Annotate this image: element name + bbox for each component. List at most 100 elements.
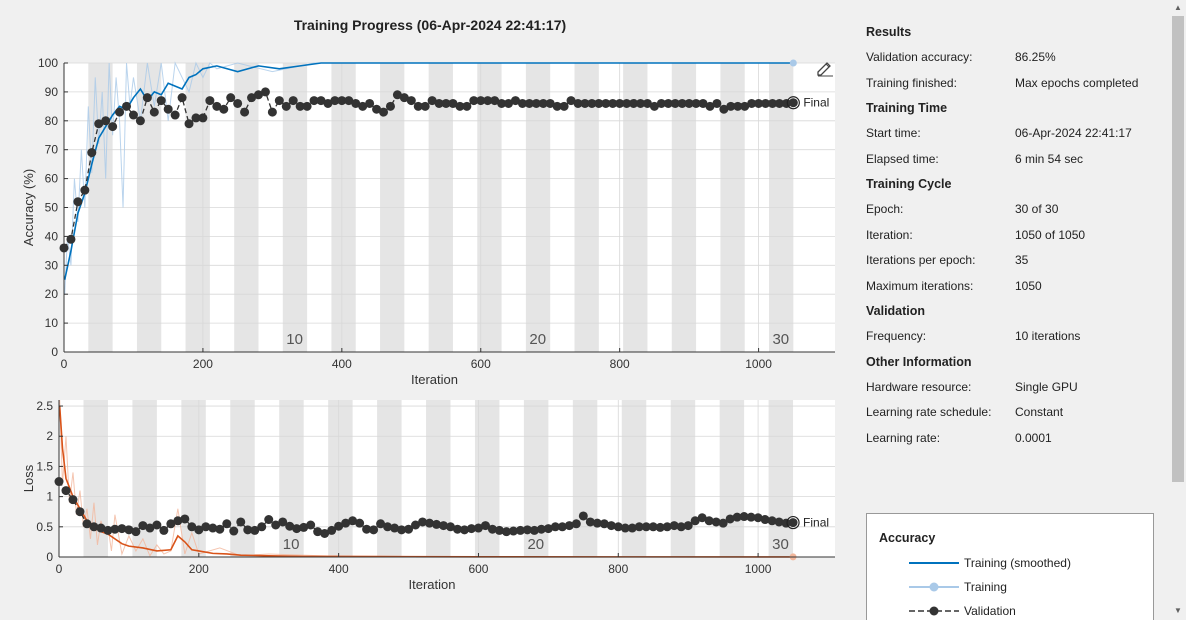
panel-row: Learning rate: 0.0001 xyxy=(866,426,1166,452)
x-tick-label: 0 xyxy=(61,357,68,371)
series-line-training xyxy=(64,61,794,295)
validation-point xyxy=(292,524,302,534)
x-tick-label: 200 xyxy=(193,357,213,371)
epoch-band xyxy=(377,400,402,557)
series-line-training xyxy=(59,399,794,558)
panel-row: Elapsed time: 6 min 54 sec xyxy=(866,147,1166,173)
epoch-label: 20 xyxy=(527,536,544,553)
final-label: Final xyxy=(803,516,829,530)
y-tick-label: 30 xyxy=(45,258,59,272)
pencil-icon[interactable] xyxy=(815,58,835,78)
validation-point xyxy=(309,96,319,106)
epoch-band xyxy=(572,400,598,557)
panel-heading: Results xyxy=(866,25,912,39)
validation-point xyxy=(177,93,187,103)
scrollbar[interactable]: ▲ ▼ xyxy=(1170,0,1186,620)
validation-point xyxy=(522,525,532,535)
panel-row: Validation accuracy: 86.25% xyxy=(866,45,1166,71)
validation-point xyxy=(599,519,609,529)
validation-point xyxy=(337,96,347,106)
validation-point xyxy=(725,514,735,524)
panel-row: Maximum iterations: 1050 xyxy=(866,274,1166,300)
y-tick-label: 1.5 xyxy=(36,459,53,473)
y-tick-label: 90 xyxy=(45,85,59,99)
y-tick-label: 0 xyxy=(46,550,53,564)
panel-heading: Other Information xyxy=(866,354,972,369)
validation-point xyxy=(501,527,511,537)
validation-point xyxy=(96,523,106,533)
validation-point xyxy=(712,98,722,108)
validation-point xyxy=(117,524,127,534)
validation-point xyxy=(705,101,715,111)
info-panel: Results Validation accuracy: 86.25% Trainin… xyxy=(866,20,1166,451)
y-tick-label: 2.5 xyxy=(36,399,53,413)
validation-point xyxy=(483,96,493,106)
panel-heading: Training Cycle xyxy=(866,177,952,191)
validation-point xyxy=(110,524,120,534)
final-marker xyxy=(786,96,800,110)
panel-value: 30 of 30 xyxy=(1015,202,1059,216)
series-line-training-smoothed xyxy=(58,405,794,558)
validation-point xyxy=(138,521,148,531)
validation-point xyxy=(704,516,714,526)
validation-point xyxy=(524,98,534,108)
validation-point xyxy=(299,522,309,532)
validation-point xyxy=(629,98,639,108)
panel-value: 1050 of 1050 xyxy=(1015,227,1086,242)
validation-point xyxy=(441,98,451,108)
validation-point xyxy=(404,524,414,534)
validation-point xyxy=(690,516,700,526)
validation-point xyxy=(122,101,132,111)
validation-point xyxy=(606,521,616,531)
epoch-band xyxy=(426,400,451,557)
validation-point xyxy=(135,116,145,126)
validation-point xyxy=(152,520,162,530)
validation-point xyxy=(191,113,201,123)
validation-point xyxy=(247,93,257,103)
validation-point xyxy=(392,90,402,100)
chevron-down-icon[interactable]: ▼ xyxy=(1174,606,1182,615)
validation-point xyxy=(552,101,562,111)
validation-point xyxy=(627,523,637,533)
validation-point xyxy=(75,507,85,517)
validation-point xyxy=(726,101,736,111)
validation-point xyxy=(439,521,449,531)
panel-row: Hardware resource: Single GPU xyxy=(866,375,1166,401)
chevron-up-icon[interactable]: ▲ xyxy=(1174,3,1182,12)
epoch-label: 30 xyxy=(772,331,789,348)
validation-point xyxy=(229,526,239,536)
validation-point xyxy=(767,516,777,526)
validation-point xyxy=(718,518,728,528)
validation-point xyxy=(198,113,208,123)
validation-point xyxy=(536,524,546,534)
validation-point xyxy=(448,98,458,108)
y-tick-label: 50 xyxy=(45,201,59,215)
validation-point xyxy=(257,522,267,532)
validation-point xyxy=(677,98,687,108)
panel-key: Learning rate schedule: xyxy=(866,405,992,419)
validation-point xyxy=(594,98,604,108)
validation-point xyxy=(285,521,295,531)
validation-point xyxy=(94,119,104,129)
validation-point xyxy=(425,518,435,528)
validation-point xyxy=(397,525,407,535)
validation-point xyxy=(264,515,274,525)
scrollbar-thumb[interactable] xyxy=(1172,16,1184,482)
validation-point xyxy=(236,517,246,527)
validation-point xyxy=(115,107,125,117)
validation-point xyxy=(80,185,90,195)
validation-point xyxy=(587,98,597,108)
panel-key: Iteration: xyxy=(866,227,913,242)
panel-value: Max epochs completed xyxy=(1015,75,1139,90)
validation-point xyxy=(351,98,361,108)
validation-point xyxy=(531,98,541,108)
x-tick-label: 800 xyxy=(610,357,630,371)
validation-point xyxy=(760,515,770,525)
validation-point xyxy=(187,522,197,532)
validation-point xyxy=(761,98,771,108)
validation-point xyxy=(278,517,288,527)
validation-point xyxy=(543,524,553,534)
panel-row: Epoch: 30 of 30 xyxy=(866,197,1166,223)
validation-point xyxy=(288,96,298,106)
y-tick-label: 60 xyxy=(45,172,59,186)
